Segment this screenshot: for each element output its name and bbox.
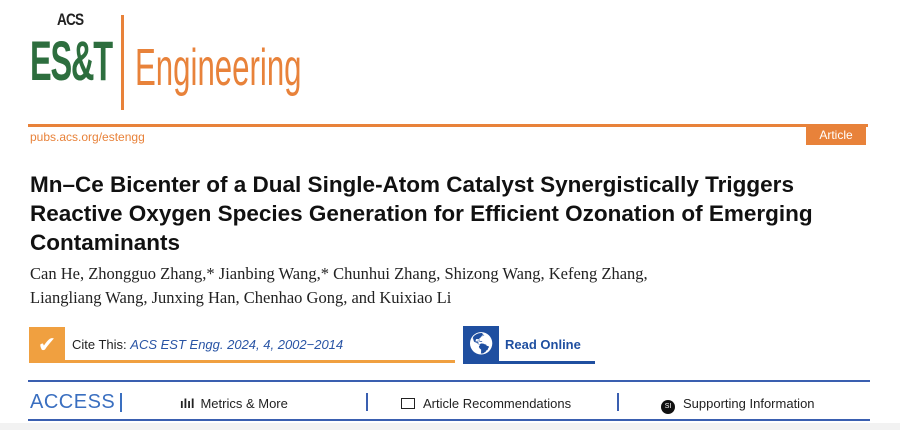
read-online-label: Read Online xyxy=(505,337,581,352)
tab-separator xyxy=(617,393,619,411)
tab-recommendations-label: Article Recommendations xyxy=(423,396,572,411)
globe-icon: 🌎︎ xyxy=(463,326,499,363)
bar-chart-icon: ılıl xyxy=(180,396,195,411)
cite-label: Cite This: xyxy=(72,337,127,352)
access-divider xyxy=(120,393,122,412)
article-icon xyxy=(401,398,415,409)
access-top-rule xyxy=(28,380,870,382)
logo-acs: ACS xyxy=(57,10,84,29)
tab-separator xyxy=(366,393,368,411)
logo-engineering: Engineering xyxy=(135,39,302,97)
logo-divider xyxy=(121,15,124,110)
cite-reference[interactable]: ACS EST Engg. 2024, 4, 2002−2014 xyxy=(130,337,344,352)
journal-url[interactable]: pubs.acs.org/estengg xyxy=(30,130,145,144)
header-rule xyxy=(28,124,868,127)
access-bottom-rule xyxy=(28,419,870,421)
author-list: Can He, Zhongguo Zhang,* Jianbing Wang,*… xyxy=(30,262,870,310)
tab-metrics[interactable]: ılıl Metrics & More xyxy=(180,396,288,412)
authors-line-1: Can He, Zhongguo Zhang,* Jianbing Wang,*… xyxy=(30,264,648,283)
tab-metrics-label: Metrics & More xyxy=(200,396,288,411)
read-online-button[interactable]: 🌎︎ Read Online xyxy=(463,326,595,364)
tab-recommendations[interactable]: Article Recommendations xyxy=(401,396,571,412)
tab-supporting-info[interactable]: SI Supporting Information xyxy=(661,396,815,414)
cite-this-box[interactable]: ✔ Cite This: ACS EST Engg. 2024, 4, 2002… xyxy=(29,327,455,363)
si-icon: SI xyxy=(661,400,675,414)
authors-line-2: Liangliang Wang, Junxing Han, Chenhao Go… xyxy=(30,288,452,307)
article-title: Mn–Ce Bicenter of a Dual Single-Atom Cat… xyxy=(30,172,813,255)
tab-supporting-info-label: Supporting Information xyxy=(683,396,815,411)
check-icon: ✔ xyxy=(29,327,65,363)
access-label: ACCESS xyxy=(30,391,116,413)
cite-text: Cite This: ACS EST Engg. 2024, 4, 2002−2… xyxy=(72,337,343,352)
logo-est: ES&T xyxy=(30,29,113,92)
page-footer-strip xyxy=(0,423,900,430)
article-type-badge: Article xyxy=(806,126,866,145)
